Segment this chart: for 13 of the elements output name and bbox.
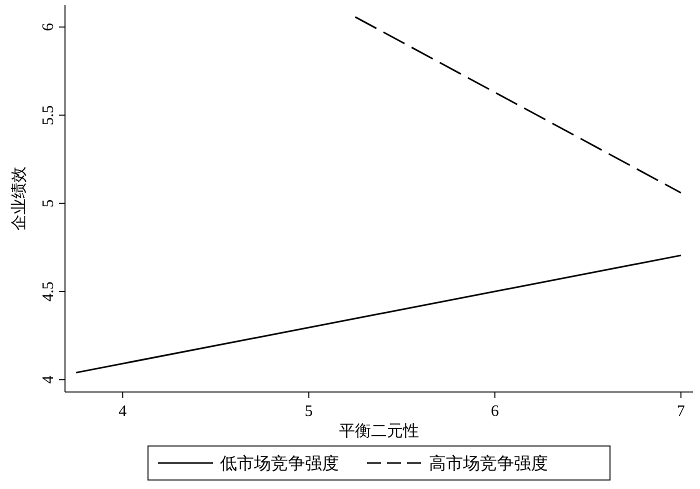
legend-label: 低市场竞争强度	[220, 454, 339, 473]
y-tick-label: 5.5	[40, 105, 57, 126]
x-tick-label: 4	[118, 403, 127, 420]
legend-label: 高市场竞争强度	[429, 454, 548, 473]
x-tick-label: 7	[676, 403, 685, 420]
y-tick-label: 5	[40, 199, 57, 208]
y-axis-title: 企业绩效	[10, 166, 28, 230]
y-tick-label: 6	[40, 23, 57, 32]
x-tick-label: 5	[304, 403, 313, 420]
y-tick-label: 4.5	[40, 282, 57, 302]
y-tick-label: 4	[40, 376, 57, 384]
x-tick-label: 6	[490, 403, 499, 420]
x-axis-title: 平衡二元性	[339, 423, 419, 440]
